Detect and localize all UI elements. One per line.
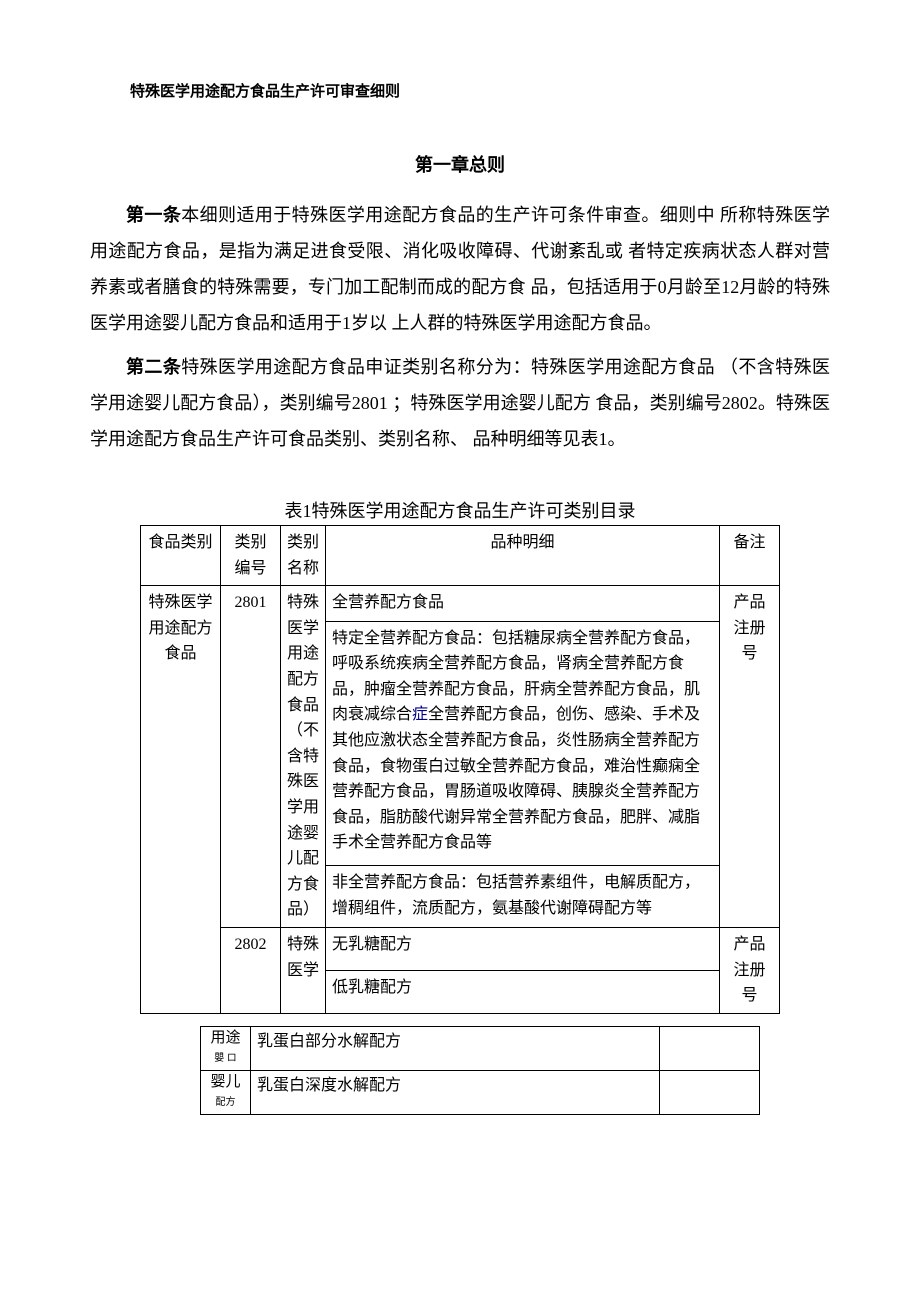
- cell-t2-row2: 乳蛋白深度水解配方: [251, 1070, 660, 1114]
- table-row: 婴儿 配方 乳蛋白深度水解配方: [201, 1070, 760, 1114]
- header-name: 类别名称: [281, 526, 326, 586]
- header-category: 食品类别: [141, 526, 221, 586]
- chapter-title: 第一章总则: [90, 151, 830, 177]
- article-2-label: 第二条: [126, 357, 181, 377]
- article-1-label: 第一条: [126, 205, 181, 225]
- article-1: 第一条本细则适用于特殊医学用途配方食品的生产许可条件审查。细则中 所称特殊医学用…: [90, 197, 830, 341]
- cell-detail-1a: 全营养配方食品: [326, 586, 720, 621]
- cell-t2-col1b: 婴儿 配方: [201, 1070, 251, 1114]
- cell-t2-empty1: [660, 1026, 760, 1070]
- table-header-row: 食品类别 类别 编号 类别名称 品种明细 备注: [141, 526, 780, 586]
- cell-name-1: 特殊医学用途配方食品（不含特殊医学用途婴儿配方食品）: [281, 586, 326, 928]
- table-2: 用途 嬰 ロ 乳蛋白部分水解配方 婴儿 配方 乳蛋白深度水解配方: [200, 1026, 760, 1115]
- cell-detail-2a: 无乳糖配方: [326, 927, 720, 970]
- header-remark: 备注: [720, 526, 780, 586]
- cell-t2-col1a: 用途 嬰 ロ: [201, 1026, 251, 1070]
- cell-detail-1c: 非全营养配方食品：包括营养素组件，电解质配方，增稠组件，流质配方，氨基酸代谢障碍…: [326, 866, 720, 928]
- table-row: 用途 嬰 ロ 乳蛋白部分水解配方: [201, 1026, 760, 1070]
- table-row: 特殊医学用途配方食品 2801 特殊医学用途配方食品（不含特殊医学用途婴儿配方食…: [141, 586, 780, 621]
- table-1-container: 食品类别 类别 编号 类别名称 品种明细 备注 特殊医学用途配方食品 2801 …: [140, 525, 780, 1115]
- cell-t2-empty2: [660, 1070, 760, 1114]
- document-title: 特殊医学用途配方食品生产许可审查细则: [130, 80, 830, 101]
- cell-remark-2: 产品注册号: [720, 927, 780, 1013]
- cell-remark-1: 产品注册号: [720, 586, 780, 928]
- cell-code-1: 2801: [221, 586, 281, 928]
- cell-code-2: 2802: [221, 927, 281, 1013]
- table-1: 食品类别 类别 编号 类别名称 品种明细 备注 特殊医学用途配方食品 2801 …: [140, 525, 780, 1014]
- cell-category-1: 特殊医学用途配方食品: [141, 586, 221, 1014]
- article-1-text: 本细则适用于特殊医学用途配方食品的生产许可条件审查。细则中 所称特殊医学用途配方…: [90, 205, 830, 333]
- header-detail: 品种明细: [326, 526, 720, 586]
- article-2: 第二条特殊医学用途配方食品申证类别名称分为：特殊医学用途配方食品 （不含特殊医学…: [90, 349, 830, 457]
- header-code: 类别 编号: [221, 526, 281, 586]
- table-title: 表1特殊医学用途配方食品生产许可类别目录: [90, 497, 830, 523]
- cell-detail-2b: 低乳糖配方: [326, 970, 720, 1013]
- cell-name-2: 特殊医学: [281, 927, 326, 1013]
- cell-t2-row1: 乳蛋白部分水解配方: [251, 1026, 660, 1070]
- cell-detail-1b: 特定全营养配方食品：包括糖尿病全营养配方食品，呼吸系统疾病全营养配方食品，肾病全…: [326, 621, 720, 866]
- article-2-text: 特殊医学用途配方食品申证类别名称分为：特殊医学用途配方食品 （不含特殊医学用途婴…: [90, 357, 830, 449]
- table-row: 2802 特殊医学 无乳糖配方 产品注册号: [141, 927, 780, 970]
